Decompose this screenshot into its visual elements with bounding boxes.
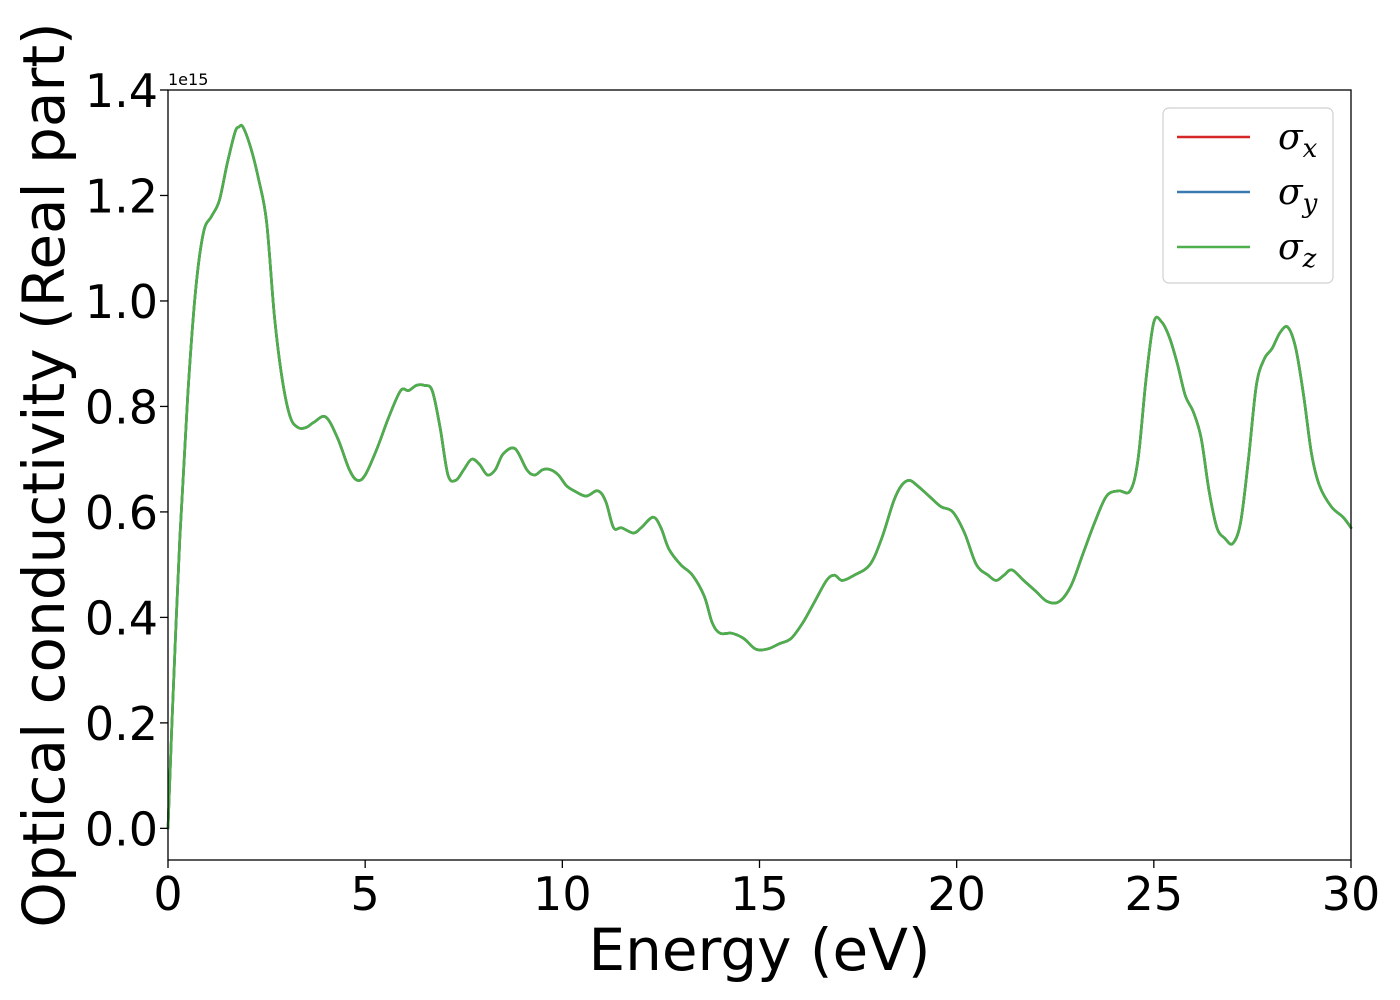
x-axis-title: Energy (eV)	[588, 916, 930, 984]
series-layer	[166, 123, 1353, 830]
y-tick-label: 0.6	[85, 486, 158, 540]
y-tick-label: 0.2	[85, 697, 158, 751]
legend-box	[1162, 107, 1334, 284]
y-tick-label: 0.8	[85, 380, 158, 434]
x-tick-label: 25	[1125, 867, 1184, 921]
y-tick-label: 0.4	[85, 591, 158, 645]
x-tick-label: 30	[1322, 867, 1381, 921]
x-tick-label: 10	[533, 867, 592, 921]
x-tick-label: 0	[153, 867, 182, 921]
y-offset-label: 1e15	[168, 70, 208, 89]
y-tick-label: 1.0	[85, 275, 158, 329]
y-axis-ticks: 0.0 0.2 0.4 0.6 0.8 1.0 1.2 1.4	[85, 64, 168, 856]
legend-label-y: σy	[1278, 172, 1318, 219]
y-tick-label: 1.4	[85, 64, 158, 118]
y-tick-label: 1.2	[85, 169, 158, 223]
y-axis-title: Optical conductivity (Real part)	[10, 22, 78, 927]
x-tick-label: 20	[927, 867, 986, 921]
series-line-z	[166, 123, 1353, 830]
x-tick-label: 15	[730, 867, 789, 921]
x-tick-label: 5	[351, 867, 380, 921]
y-tick-label: 0.0	[85, 802, 158, 856]
x-axis-ticks: 0 5 10 15 20 25 30	[153, 860, 1380, 921]
